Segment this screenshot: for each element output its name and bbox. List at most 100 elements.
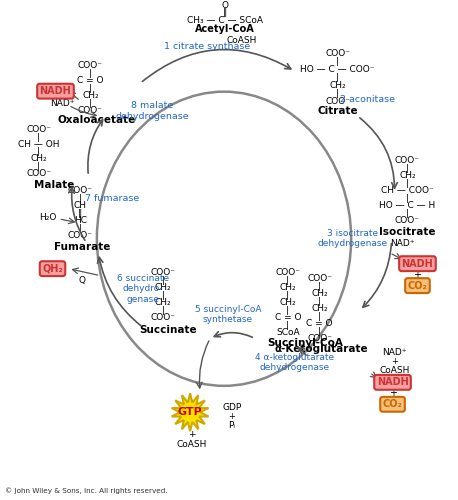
Text: Fumarate: Fumarate — [54, 242, 110, 252]
Text: 4 α-ketoglutarate
dehydrogenase: 4 α-ketoglutarate dehydrogenase — [255, 352, 334, 372]
Text: |: | — [406, 194, 409, 203]
Text: C = O: C = O — [306, 319, 333, 328]
Text: |: | — [89, 98, 92, 108]
Text: HO — C — H: HO — C — H — [379, 202, 436, 210]
Text: 2 aconitase: 2 aconitase — [340, 94, 395, 104]
Text: ‖: ‖ — [78, 210, 82, 218]
Text: |: | — [79, 194, 82, 203]
Text: 6 succinate
dehydro-
genase: 6 succinate dehydro- genase — [117, 274, 169, 304]
Text: HO — C — COO⁻: HO — C — COO⁻ — [300, 64, 375, 74]
Text: +: + — [229, 412, 235, 420]
Text: CoASH: CoASH — [379, 366, 410, 375]
Text: 8 malate
dehydrogenase: 8 malate dehydrogenase — [115, 102, 189, 121]
Text: NADH: NADH — [376, 378, 409, 388]
Text: GDP: GDP — [223, 403, 242, 412]
Text: COO⁻: COO⁻ — [395, 216, 420, 226]
Text: |: | — [318, 327, 321, 336]
Text: O: O — [222, 1, 229, 10]
Text: |: | — [37, 148, 40, 156]
Text: CH₂: CH₂ — [329, 80, 346, 90]
Text: CH₂: CH₂ — [279, 283, 296, 292]
Text: |: | — [406, 210, 409, 218]
Text: |: | — [336, 56, 339, 66]
Text: Oxaloacetate: Oxaloacetate — [57, 115, 136, 125]
Text: COO⁻: COO⁻ — [325, 96, 350, 106]
Text: Isocitrate: Isocitrate — [379, 227, 436, 237]
Text: 1 citrate synthase: 1 citrate synthase — [164, 42, 250, 51]
Text: Acetyl-CoA: Acetyl-CoA — [195, 24, 255, 34]
Text: H₂O: H₂O — [39, 214, 56, 222]
Text: +: + — [414, 270, 421, 280]
Polygon shape — [172, 394, 208, 431]
Text: CO₂: CO₂ — [408, 280, 427, 290]
Text: COO⁻: COO⁻ — [26, 124, 51, 134]
Text: |: | — [336, 72, 339, 82]
Text: GTP: GTP — [178, 407, 202, 417]
Text: Malate: Malate — [34, 180, 75, 190]
Text: ‖: ‖ — [223, 8, 227, 17]
Text: C = O: C = O — [77, 76, 104, 84]
Text: Q: Q — [79, 276, 86, 285]
Text: Pᵢ: Pᵢ — [229, 420, 235, 430]
Text: NAD⁺: NAD⁺ — [382, 348, 407, 357]
Text: |: | — [37, 132, 40, 141]
Text: COO⁻: COO⁻ — [78, 106, 103, 114]
Text: COO⁻: COO⁻ — [68, 186, 93, 196]
Text: Citrate: Citrate — [317, 106, 358, 116]
Text: |: | — [286, 321, 289, 330]
Text: COO⁻: COO⁻ — [325, 49, 350, 58]
Text: COO⁻: COO⁻ — [395, 156, 420, 166]
Text: COO⁻: COO⁻ — [307, 334, 332, 343]
Text: |: | — [89, 84, 92, 92]
Text: |: | — [318, 282, 321, 291]
Text: CH₂: CH₂ — [82, 90, 99, 100]
Text: |: | — [162, 306, 164, 315]
Text: CH — COO⁻: CH — COO⁻ — [381, 186, 434, 196]
Text: SCoA: SCoA — [276, 328, 300, 337]
Text: COO⁻: COO⁻ — [151, 268, 176, 277]
Text: CH₂: CH₂ — [155, 283, 171, 292]
Text: HC: HC — [74, 216, 87, 226]
Text: COO⁻: COO⁻ — [26, 170, 51, 178]
Text: α-Ketoglutarate: α-Ketoglutarate — [275, 344, 369, 354]
Text: +: + — [391, 357, 398, 366]
Text: 7 fumarase: 7 fumarase — [85, 194, 139, 203]
Text: CH₃ — C — SCoA: CH₃ — C — SCoA — [187, 16, 263, 25]
Text: COO⁻: COO⁻ — [307, 274, 332, 283]
Text: QH₂: QH₂ — [42, 264, 63, 274]
Text: Succinate: Succinate — [139, 326, 197, 336]
Text: |: | — [406, 164, 409, 173]
Text: 3 isocitrate
dehydrogenase: 3 isocitrate dehydrogenase — [317, 229, 388, 248]
Text: |: | — [336, 88, 339, 98]
Text: |: | — [79, 224, 82, 234]
Text: NAD⁺: NAD⁺ — [50, 98, 75, 108]
Text: |: | — [318, 297, 321, 306]
Text: COO⁻: COO⁻ — [78, 60, 103, 70]
Text: COO⁻: COO⁻ — [275, 268, 300, 277]
Text: CoASH: CoASH — [177, 440, 207, 448]
Text: |: | — [286, 291, 289, 300]
Text: CH₂: CH₂ — [155, 298, 171, 307]
Text: NADH: NADH — [40, 86, 71, 96]
Text: +: + — [188, 430, 196, 438]
Text: CH — OH: CH — OH — [18, 140, 59, 148]
Text: CH₂: CH₂ — [279, 298, 296, 307]
Text: 5 succinyl-CoA
synthetase: 5 succinyl-CoA synthetase — [195, 305, 261, 324]
Text: +: + — [388, 388, 397, 398]
Text: |: | — [318, 312, 321, 321]
Text: |: | — [406, 180, 409, 188]
Text: CoASH: CoASH — [227, 36, 257, 45]
Text: COO⁻: COO⁻ — [68, 232, 93, 240]
Text: |: | — [162, 276, 164, 285]
Text: © John Wiley & Sons, Inc. All rights reserved.: © John Wiley & Sons, Inc. All rights res… — [5, 488, 167, 494]
Text: CH₂: CH₂ — [399, 172, 416, 180]
Text: NAD⁺: NAD⁺ — [390, 239, 415, 248]
Text: |: | — [286, 276, 289, 285]
Text: CH₂: CH₂ — [311, 304, 328, 313]
Text: CH: CH — [74, 202, 87, 210]
Text: C = O: C = O — [275, 313, 301, 322]
Text: Succinyl-CoA: Succinyl-CoA — [267, 338, 343, 348]
Text: |: | — [89, 68, 92, 78]
Text: CH₂: CH₂ — [311, 289, 328, 298]
Text: |: | — [286, 306, 289, 315]
